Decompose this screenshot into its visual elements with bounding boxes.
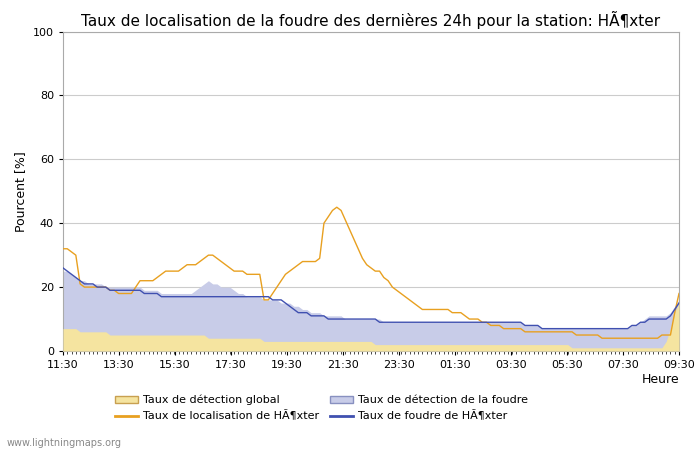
Legend: Taux de détection global, Taux de localisation de HÃ¶xter, Taux de détection de : Taux de détection global, Taux de locali… [116,395,528,422]
Y-axis label: Pourcent [%]: Pourcent [%] [15,151,27,232]
Text: www.lightningmaps.org: www.lightningmaps.org [7,438,122,448]
Title: Taux de localisation de la foudre des dernières 24h pour la station: HÃ¶xter: Taux de localisation de la foudre des de… [81,11,661,29]
Text: Heure: Heure [641,374,679,387]
